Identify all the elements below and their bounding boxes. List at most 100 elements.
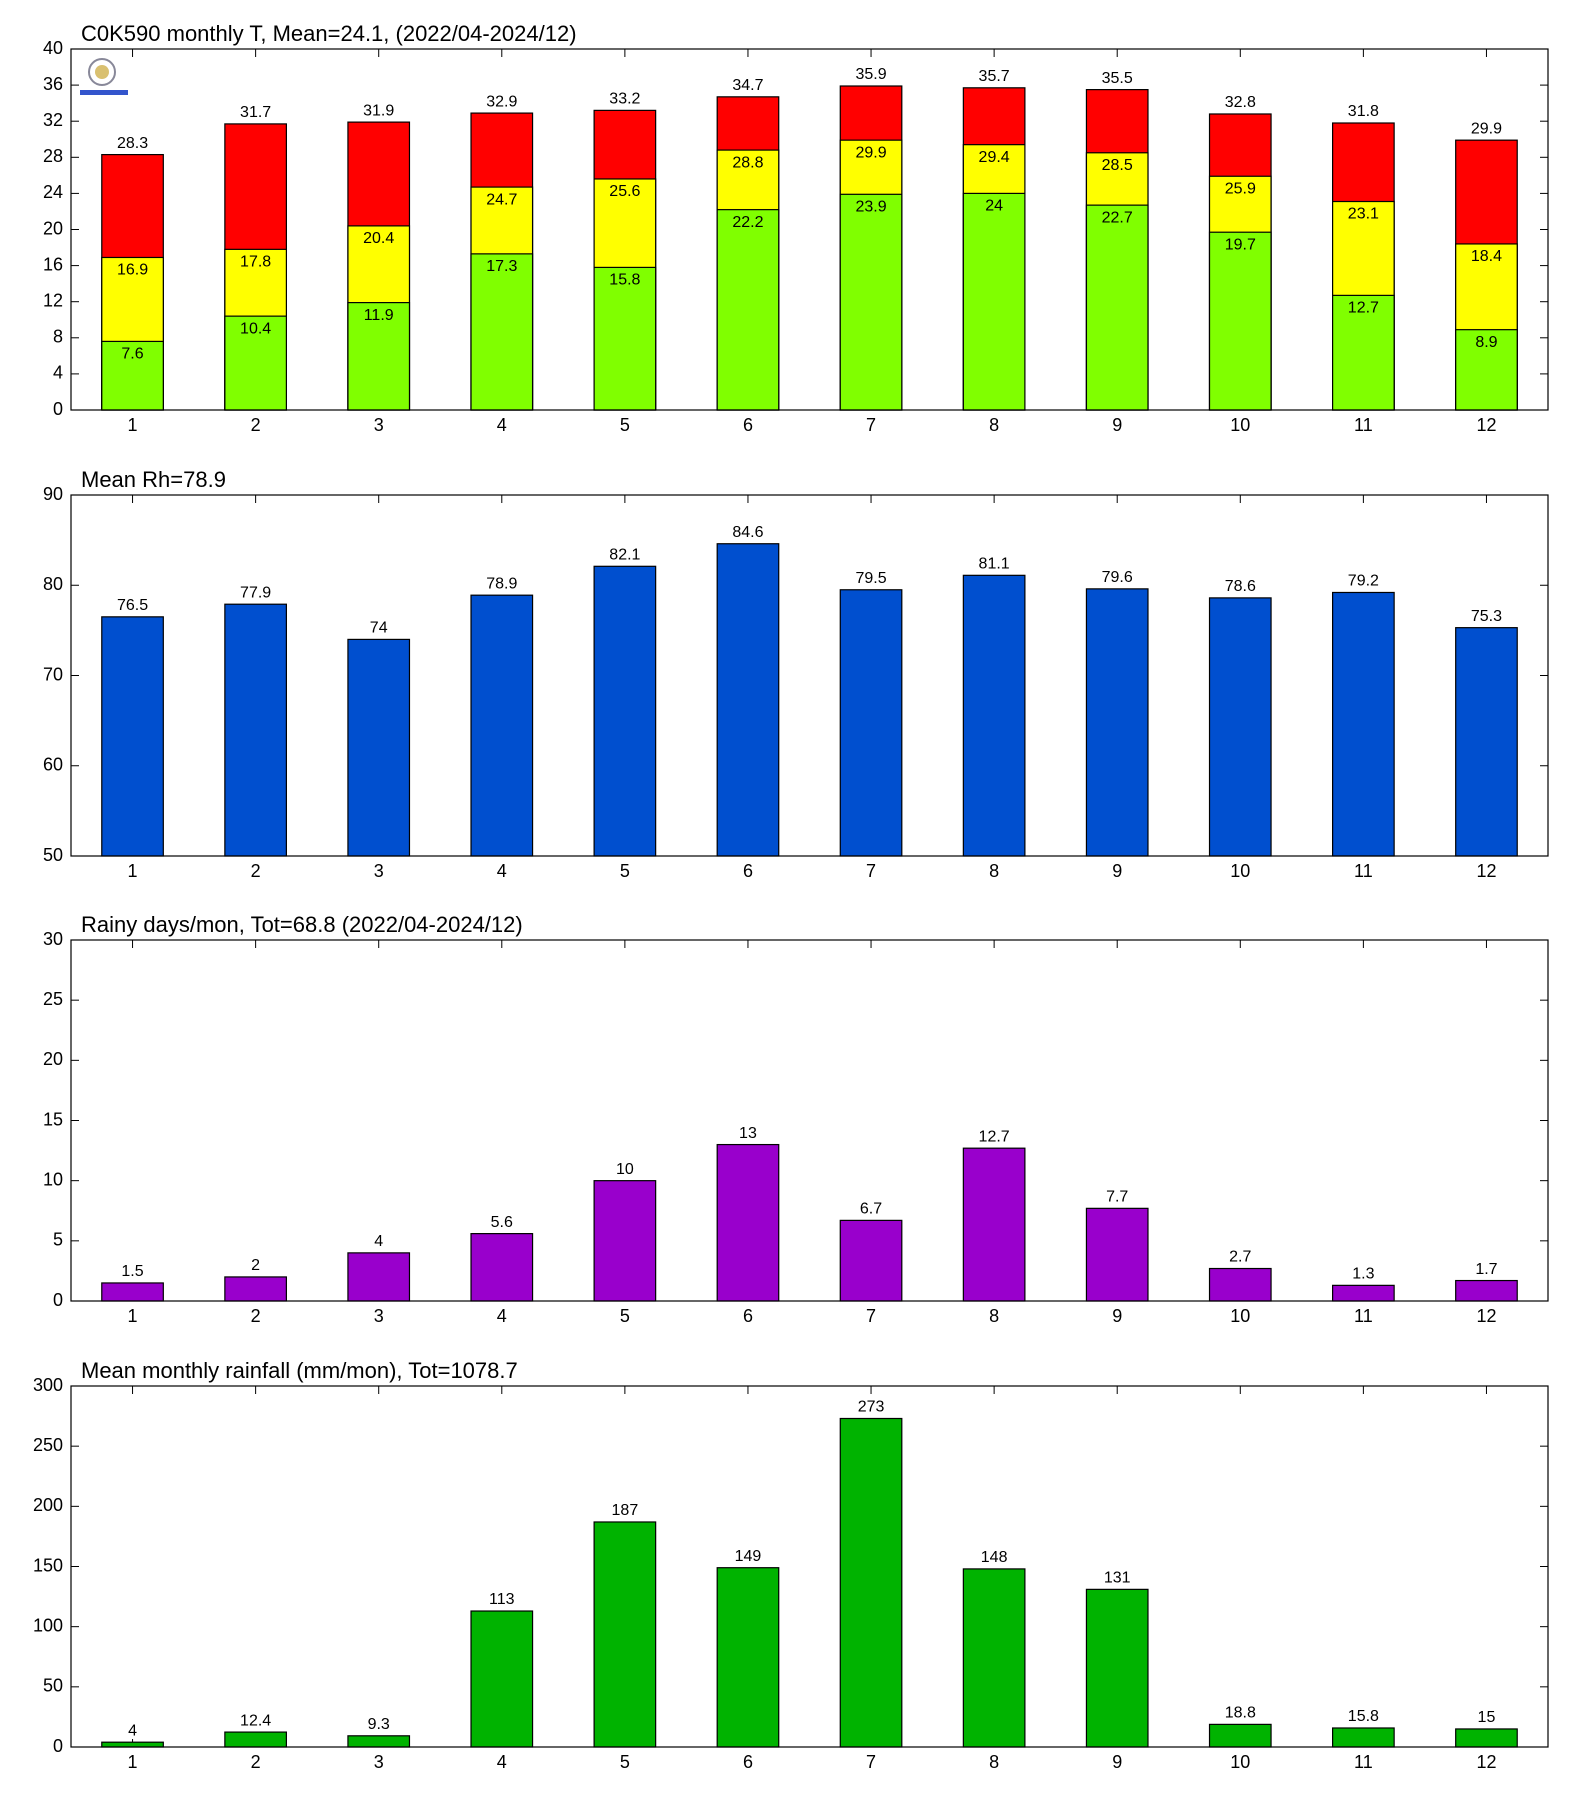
- y-tick-label: 16: [43, 254, 63, 274]
- x-tick-label: 5: [620, 1306, 630, 1326]
- chart-title: Rainy days/mon, Tot=68.8 (2022/04-2024/1…: [81, 912, 523, 937]
- y-tick-label: 50: [43, 1676, 63, 1696]
- chart-title: Mean Rh=78.9: [81, 467, 226, 492]
- x-tick-label: 9: [1112, 1752, 1122, 1772]
- bar: [1332, 591, 1395, 857]
- x-tick-label: 4: [497, 861, 507, 881]
- value-label: 273: [858, 1399, 885, 1416]
- value-label: 22.2: [732, 214, 763, 231]
- value-label: 148: [981, 1549, 1008, 1566]
- value-label: 25.6: [609, 183, 640, 200]
- value-label: 35.9: [855, 66, 886, 83]
- y-tick-label: 0: [53, 399, 63, 419]
- x-tick-label: 8: [989, 1306, 999, 1326]
- bar: [1085, 1588, 1149, 1748]
- value-label: 13: [739, 1125, 757, 1142]
- x-tick-label: 11: [1354, 1306, 1373, 1326]
- y-tick-label: 15: [43, 1109, 63, 1129]
- x-tick-label: 2: [251, 861, 261, 881]
- value-label: 35.7: [979, 68, 1010, 85]
- bar: [1085, 1207, 1149, 1302]
- value-label: 81.1: [979, 556, 1010, 573]
- value-label: 6.7: [860, 1201, 882, 1218]
- axes-box: [70, 48, 1549, 411]
- bar: [593, 565, 657, 857]
- bar: [839, 193, 903, 411]
- chart-title: C0K590 monthly T, Mean=24.1, (2022/04-20…: [81, 21, 577, 46]
- logo: [80, 58, 128, 95]
- value-label: 7.7: [1106, 1189, 1128, 1206]
- y-tick-label: 150: [33, 1555, 63, 1575]
- x-tick-label: 3: [374, 1752, 384, 1772]
- x-tick-label: 8: [989, 415, 999, 435]
- x-tick-label: 6: [743, 861, 753, 881]
- bar: [224, 315, 287, 411]
- value-label: 78.6: [1225, 578, 1256, 595]
- value-label: 12.7: [979, 1128, 1010, 1145]
- bar: [962, 574, 1026, 857]
- y-tick-label: 300: [33, 1375, 63, 1395]
- value-label: 75.3: [1471, 608, 1502, 625]
- y-tick-label: 10: [43, 1169, 63, 1189]
- value-label: 1.7: [1475, 1261, 1497, 1278]
- value-label: 11.9: [364, 307, 394, 324]
- value-label: 4: [374, 1233, 383, 1250]
- y-tick-label: 28: [43, 146, 63, 166]
- x-tick-label: 3: [374, 415, 384, 435]
- value-label: 23.1: [1348, 206, 1379, 223]
- y-tick-label: 20: [43, 218, 63, 238]
- value-label: 82.1: [609, 547, 640, 564]
- bar: [716, 543, 780, 857]
- bar: [101, 1282, 164, 1302]
- value-label: 76.5: [117, 597, 148, 614]
- x-tick-label: 7: [866, 861, 876, 881]
- value-label: 28.8: [732, 154, 763, 171]
- bar: [470, 1233, 534, 1302]
- value-label: 31.7: [240, 104, 271, 121]
- x-tick-label: 6: [743, 1306, 753, 1326]
- value-label: 18.4: [1471, 248, 1502, 265]
- y-tick-label: 25: [43, 989, 63, 1009]
- bar: [1208, 1723, 1272, 1748]
- value-label: 17.3: [486, 258, 517, 275]
- bar: [470, 1610, 534, 1748]
- value-label: 23.9: [855, 199, 886, 216]
- x-tick-label: 8: [989, 861, 999, 881]
- x-tick-label: 10: [1230, 415, 1250, 435]
- value-label: 79.6: [1102, 569, 1133, 586]
- x-tick-label: 12: [1476, 861, 1496, 881]
- y-tick-label: 60: [43, 755, 63, 775]
- bar: [1208, 597, 1272, 857]
- bar: [347, 302, 411, 411]
- value-label: 8.9: [1475, 334, 1497, 351]
- value-label: 10.4: [240, 320, 271, 337]
- x-tick-label: 1: [128, 415, 138, 435]
- value-label: 32.9: [486, 93, 517, 110]
- bar: [347, 1252, 411, 1302]
- value-label: 20.4: [363, 230, 394, 247]
- axes-box: [70, 939, 1549, 1302]
- bar: [1208, 231, 1272, 411]
- y-tick-label: 5: [53, 1230, 63, 1250]
- value-label: 22.7: [1102, 209, 1133, 226]
- value-label: 28.3: [117, 135, 148, 152]
- bar: [1332, 294, 1395, 411]
- value-label: 10: [616, 1161, 634, 1178]
- value-label: 31.8: [1348, 103, 1379, 120]
- y-tick-label: 8: [53, 327, 63, 347]
- bar: [1455, 329, 1518, 411]
- chart-title: Mean monthly rainfall (mm/mon), Tot=1078…: [81, 1358, 518, 1383]
- y-tick-label: 32: [43, 110, 63, 130]
- value-label: 15.8: [1348, 1708, 1379, 1725]
- value-label: 5.6: [491, 1214, 513, 1231]
- x-tick-label: 1: [128, 861, 138, 881]
- value-label: 79.5: [855, 570, 886, 587]
- y-tick-label: 0: [53, 1736, 63, 1756]
- x-tick-label: 5: [620, 861, 630, 881]
- value-label: 19.7: [1225, 236, 1256, 253]
- value-label: 2.7: [1229, 1249, 1251, 1266]
- value-label: 25.9: [1225, 180, 1256, 197]
- value-label: 78.9: [486, 575, 517, 592]
